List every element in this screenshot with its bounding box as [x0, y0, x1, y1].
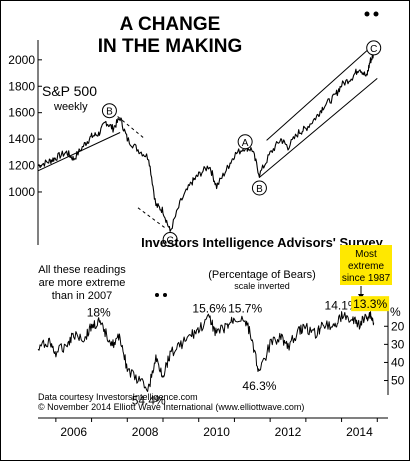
highlight-line-3: since 1987 [342, 273, 391, 284]
wave-label-circle [101, 103, 117, 119]
survey-tick-label: 30 [391, 337, 405, 351]
wave-label: C [370, 44, 377, 55]
wave-label: B [256, 184, 263, 195]
dot-marker [155, 293, 159, 297]
sp500-tick-label: 1400 [8, 132, 35, 146]
highlight-label-box [351, 296, 390, 312]
highlight-callout: Most extreme since 1987 [340, 245, 392, 299]
wave-label-circle [366, 40, 382, 56]
survey-data-label: 46.3% [242, 379, 276, 393]
sp500-tick-label: 1800 [8, 79, 35, 93]
chart-title: A CHANGE IN THE MAKING [98, 14, 243, 57]
channel-lower [259, 77, 378, 178]
wave-label: A [242, 138, 249, 149]
sp500-tick-label: 1200 [8, 159, 35, 173]
sp500-series [37, 52, 375, 232]
wave-label: B [106, 107, 113, 118]
sp500-channel-lines [37, 40, 378, 230]
left-note-line-1: All these readings [38, 264, 126, 276]
survey-data-label: 13.3% [353, 297, 387, 311]
survey-title-1: Investors Intelligence Advisors' Survey [141, 235, 384, 250]
highlight-box [340, 245, 392, 285]
survey-data-label: 18% [87, 306, 111, 320]
wave-label-circle [251, 180, 267, 196]
survey-tick-label: 50 [391, 374, 405, 388]
sp500-line [37, 52, 375, 232]
trend-line-dashed [112, 112, 146, 140]
x-tick-label: 2014 [346, 425, 373, 439]
sp500-sublabel: weekly [53, 101, 88, 113]
sp500-tick-label: 1000 [8, 185, 35, 199]
dot-marker [364, 11, 370, 17]
x-axis: 2006 2008 2010 2012 2014 [38, 417, 388, 439]
survey-tick-label: 40 [391, 355, 405, 369]
survey-series [37, 311, 375, 392]
left-note-line-2: are more extreme [39, 277, 126, 289]
wave-labels: B C A B C [101, 40, 382, 248]
sp500-tick-label: 1600 [8, 106, 35, 120]
survey-data-labels: 18% 54.4% 15.6% 15.7% 46.3% 14.1%13.3% [87, 296, 390, 407]
x-tick-label: 2008 [132, 425, 159, 439]
left-note-line-3: than in 2007 [52, 290, 113, 302]
highlight-line-1: Most [355, 249, 377, 260]
survey-line [37, 311, 375, 392]
survey-unit: % [390, 305, 401, 319]
survey-data-label: 14.1% [325, 299, 359, 313]
x-tick-label: 2006 [60, 425, 87, 439]
dot-marker [163, 293, 167, 297]
survey-tick-label: 20 [391, 319, 405, 333]
dot-marker [373, 11, 379, 17]
survey-data-label: 15.7% [228, 302, 262, 316]
highlight-line-2: extreme [348, 261, 385, 272]
credit-line-1: Data courtesy InvestorsIntelligence.com [38, 392, 198, 402]
title-line-2: IN THE MAKING [98, 36, 243, 57]
wave-label-circle [237, 134, 253, 150]
sp500-y-axis: 1000 1200 1400 1600 1800 2000 [8, 40, 42, 245]
sp500-labels: S&P 500 weekly [42, 83, 97, 113]
credit-line-2: © November 2014 Elliott Wave Internation… [38, 402, 304, 412]
wave-dots-top [155, 11, 379, 297]
survey-data-label: 54.4% [132, 393, 166, 407]
sp500-label: S&P 500 [42, 83, 97, 99]
survey-y-axis: % 20 30 40 50 [384, 305, 405, 395]
left-note: All these readings are more extreme than… [38, 264, 126, 302]
survey-data-label: 15.6% [192, 301, 226, 315]
wave-label: C [167, 236, 174, 247]
survey-labels: Investors Intelligence Advisors' Survey … [141, 235, 384, 291]
x-tick-label: 2010 [203, 425, 230, 439]
credits: Data courtesy InvestorsIntelligence.com … [38, 392, 304, 412]
survey-scale-note: scale inverted [234, 281, 290, 291]
channel-upper [266, 40, 378, 141]
title-line-1: A CHANGE [120, 14, 221, 35]
wave-label-circle [162, 232, 178, 248]
sp500-tick-label: 2000 [8, 53, 35, 67]
x-tick-label: 2012 [275, 425, 302, 439]
survey-sublabel: (Percentage of Bears) [208, 269, 316, 281]
